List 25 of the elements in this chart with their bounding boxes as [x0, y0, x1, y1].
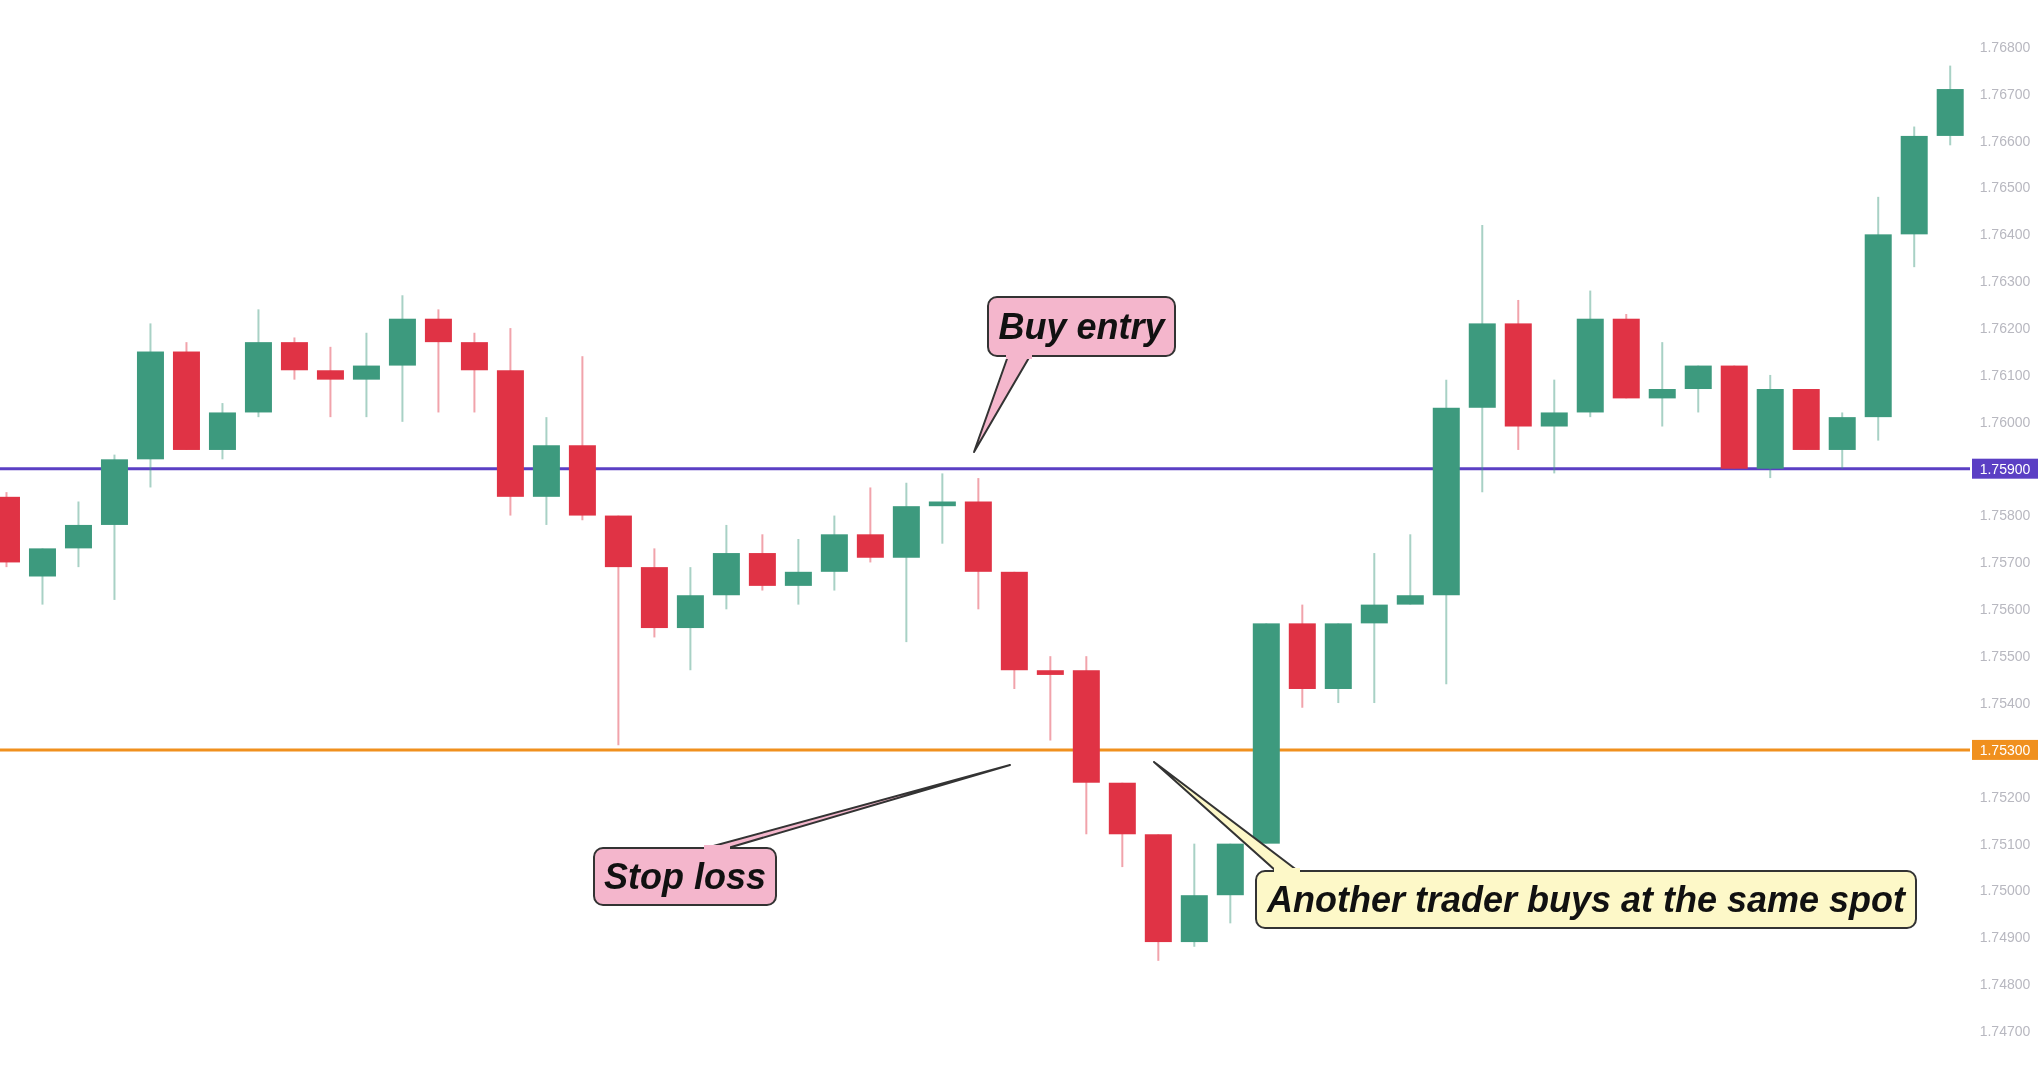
y-tick-label: 1.76300	[1979, 273, 2031, 290]
y-tick-label: 1.75200	[1979, 788, 2031, 805]
y-tick-label: 1.75800	[1979, 507, 2031, 524]
y-tick-label: 1.76800	[1979, 38, 2031, 55]
annotation: Another trader buys at the same spot	[1265, 879, 1908, 921]
y-tick-label: 1.75600	[1979, 601, 2031, 618]
y-tick-label: 1.76100	[1979, 366, 2031, 383]
ref-line-label: 1.75900	[1979, 460, 2031, 477]
y-tick-label: 1.74900	[1979, 929, 2031, 946]
y-tick-label: 1.76200	[1979, 319, 2031, 336]
annotation: Buy entry	[998, 306, 1167, 348]
ref-line-label: 1.75300	[1979, 741, 2031, 758]
y-tick-label: 1.76000	[1979, 413, 2031, 430]
y-tick-label: 1.75000	[1979, 882, 2031, 899]
y-tick-label: 1.75100	[1979, 835, 2031, 852]
y-tick-label: 1.75400	[1979, 694, 2031, 711]
y-tick-label: 1.76400	[1979, 226, 2031, 243]
y-tick-label: 1.76700	[1979, 85, 2031, 102]
y-tick-label: 1.75700	[1979, 554, 2031, 571]
y-tick-label: 1.75500	[1979, 648, 2031, 665]
y-tick-label: 1.74700	[1979, 1023, 2031, 1040]
y-tick-label: 1.76500	[1979, 179, 2031, 196]
y-tick-label: 1.76600	[1979, 132, 2031, 149]
annotation: Stop loss	[603, 856, 767, 898]
y-tick-label: 1.74800	[1979, 976, 2031, 993]
